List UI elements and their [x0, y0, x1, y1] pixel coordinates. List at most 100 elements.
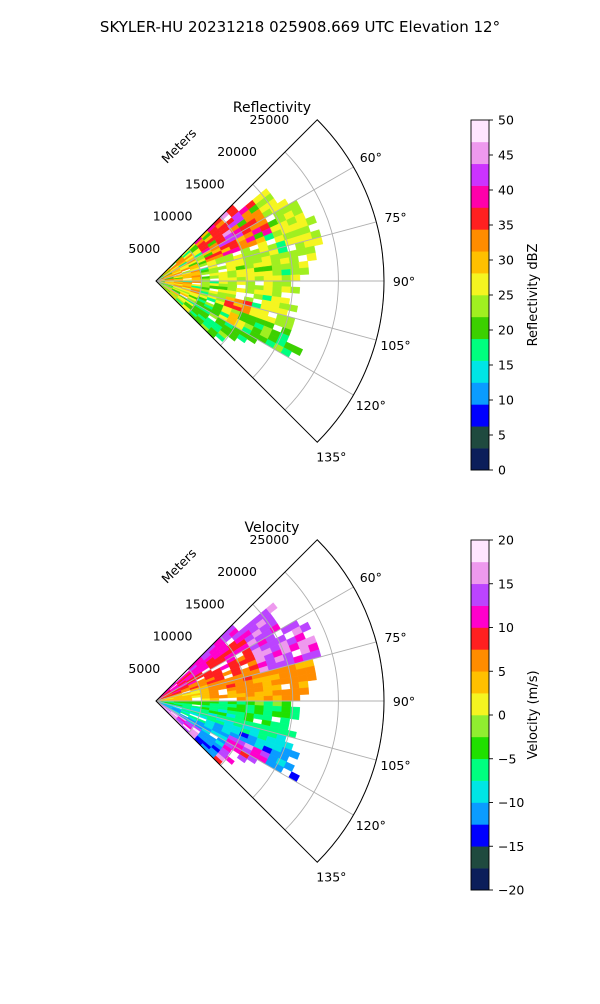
- colorbar-segment: [471, 868, 489, 890]
- echo-cell: [282, 275, 291, 281]
- colorbar-segment: [471, 426, 489, 448]
- colorbar-tick-label: 20: [498, 323, 514, 338]
- echo-cell: [272, 265, 282, 271]
- range-tick-label: 20000: [217, 564, 257, 579]
- colorbar-segment: [471, 584, 489, 606]
- echo-cell: [272, 711, 282, 717]
- colorbar-segment: [471, 781, 489, 803]
- echo-cell: [219, 695, 228, 699]
- colorbar-tick-label: 10: [498, 620, 514, 635]
- azimuth-tick-label: 90°: [393, 274, 415, 289]
- colorbar-segment: [471, 628, 489, 650]
- echo-cell: [282, 281, 291, 287]
- echo-cell: [264, 691, 273, 696]
- echo-cell: [220, 664, 230, 671]
- colorbar-tick-label: 5: [498, 664, 506, 679]
- echo-cell: [272, 685, 282, 691]
- echo-cell: [264, 696, 273, 701]
- colorbar-segment: [471, 448, 489, 470]
- echo-cell: [264, 271, 273, 276]
- colorbar-segment: [471, 164, 489, 186]
- range-tick-label: 10000: [153, 629, 193, 644]
- colorbar-segment: [471, 649, 489, 671]
- echo-cell: [273, 286, 282, 292]
- echo-cell: [255, 276, 264, 281]
- echo-cell: [282, 701, 291, 707]
- echo-cell: [264, 701, 273, 706]
- colorbar-tick-label: −10: [498, 795, 524, 810]
- colorbar-tick-label: 15: [498, 358, 514, 373]
- colorbar-segment: [471, 824, 489, 846]
- colorbar-tick-label: −5: [498, 751, 516, 766]
- colorbar-segment: [471, 404, 489, 426]
- colorbar-label: Velocity (m/s): [526, 670, 541, 759]
- echo-cell: [273, 701, 282, 706]
- echo-cell: [273, 270, 282, 276]
- range-axis-label: Meters: [158, 545, 199, 586]
- echo-cell: [237, 693, 246, 697]
- echo-cell: [210, 276, 219, 279]
- echo-cell: [255, 696, 264, 701]
- colorbar-segment: [471, 251, 489, 273]
- azimuth-tick-label: 135°: [316, 449, 346, 464]
- echo-cell: [264, 281, 273, 286]
- colorbar-segment: [471, 229, 489, 251]
- colorbar-segment: [471, 759, 489, 781]
- echo-cell: [307, 253, 317, 261]
- colorbar-segment: [471, 273, 489, 295]
- echo-cell: [307, 673, 317, 681]
- panel-reflectivity: Reflectivity500010000150002000025000Mete…: [128, 100, 541, 478]
- colorbar-label: Reflectivity dBZ: [526, 244, 541, 347]
- echo-cell: [282, 695, 291, 701]
- echo-cell: [282, 269, 291, 275]
- colorbar-tick-label: 40: [498, 183, 514, 198]
- echo-cell: [237, 697, 246, 701]
- echo-cell: [273, 696, 282, 701]
- azimuth-tick-label: 60°: [360, 150, 382, 165]
- echo-cell: [223, 670, 233, 676]
- colorbar-segment: [471, 295, 489, 317]
- echo-cell: [299, 681, 309, 688]
- echo-cell: [228, 694, 237, 698]
- colorbar-tick-label: 45: [498, 148, 514, 163]
- azimuth-tick-label: 120°: [356, 818, 386, 833]
- colorbar-segment: [471, 846, 489, 868]
- echo-cell: [264, 276, 273, 281]
- colorbar-tick-label: 5: [498, 428, 506, 443]
- echo-cell: [228, 274, 237, 278]
- echo-cell: [237, 701, 246, 705]
- colorbar-segment: [471, 562, 489, 584]
- echo-cell: [253, 714, 263, 720]
- colorbar-segment: [471, 715, 489, 737]
- echo-cell: [253, 294, 263, 300]
- azimuth-tick-label: 120°: [356, 398, 386, 413]
- echo-cell: [282, 706, 291, 712]
- azimuth-tick-label: 60°: [360, 570, 382, 585]
- colorbar-tick-label: 0: [498, 463, 506, 478]
- colorbar-segment: [471, 383, 489, 405]
- colorbar-segment: [471, 186, 489, 208]
- colorbar-segment: [471, 120, 489, 142]
- colorbar-tick-label: 50: [498, 113, 514, 128]
- colorbar-tick-label: 20: [498, 533, 514, 548]
- echo-cell: [255, 701, 264, 706]
- echo-cell: [273, 706, 282, 712]
- colorbar-segment: [471, 606, 489, 628]
- echo-cell: [289, 750, 300, 759]
- colorbar-segment: [471, 540, 489, 562]
- colorbar-tick-label: −20: [498, 883, 524, 898]
- echo-cell: [218, 265, 227, 270]
- echo-cell: [291, 695, 300, 701]
- echo-cell: [237, 273, 246, 277]
- echo-cell: [273, 281, 282, 286]
- echo-cell: [210, 286, 219, 290]
- colorbar-tick-label: 0: [498, 708, 506, 723]
- echo-cell: [299, 261, 309, 268]
- range-tick-label: 10000: [153, 209, 193, 224]
- figure-title: SKYLER-HU 20231218 025908.669 UTC Elevat…: [100, 18, 500, 36]
- echo-cell: [236, 288, 245, 293]
- azimuth-tick-label: 75°: [384, 630, 406, 645]
